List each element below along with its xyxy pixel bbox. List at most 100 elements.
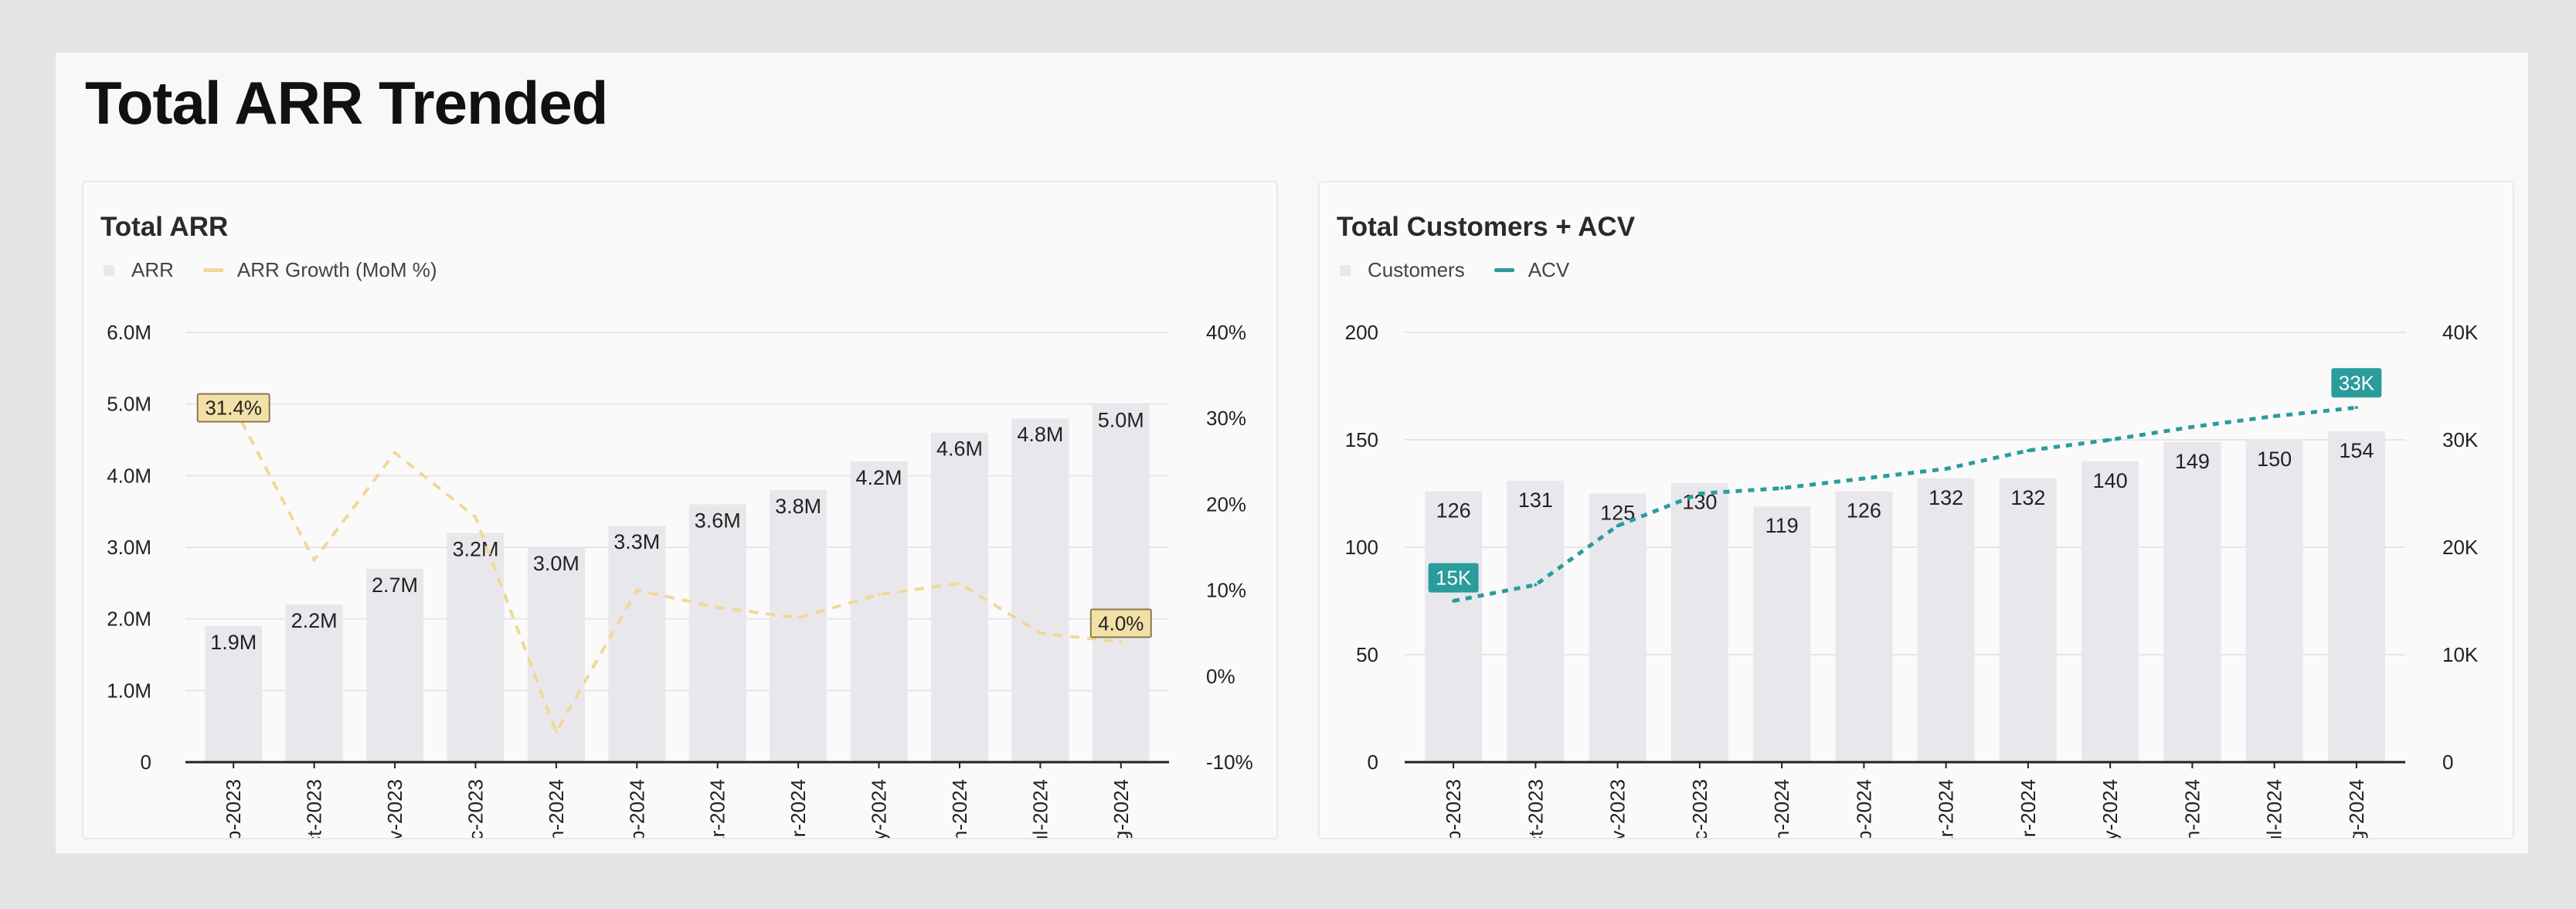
bar-value-label: 126 xyxy=(1847,499,1881,523)
chart-legend: Customers ACV xyxy=(1340,258,1599,282)
line-value-label: 4.0% xyxy=(1098,611,1144,635)
line-value-label-box xyxy=(1089,608,1152,638)
bar-value-label: 150 xyxy=(2257,448,2292,471)
x-axis-category-label: Nov-2023 xyxy=(383,779,406,838)
bar-value-label: 132 xyxy=(1929,486,1963,509)
bar xyxy=(1507,480,1565,762)
legend-item-arr-growth[interactable]: ARR Growth (MoM %) xyxy=(202,258,437,282)
bar xyxy=(205,625,263,762)
x-axis-category-label: Dec-2023 xyxy=(464,779,487,838)
y-axis-right-tick: 10% xyxy=(1206,579,1246,602)
bar-value-label: 3.8M xyxy=(775,495,821,518)
legend-item-customers[interactable]: Customers xyxy=(1340,258,1465,282)
y-axis-right-tick: 40% xyxy=(1206,321,1246,344)
legend-label: ACV xyxy=(1528,258,1570,281)
x-axis-category-label: Jul-2024 xyxy=(2263,779,2286,838)
line-point xyxy=(2190,425,2194,429)
bar xyxy=(2245,440,2303,762)
bar-value-label: 131 xyxy=(1518,489,1553,512)
x-axis-category-label: May-2024 xyxy=(868,779,891,838)
bar-value-label: 5.0M xyxy=(1098,409,1144,432)
x-axis-category-label: Feb-2024 xyxy=(625,779,648,838)
y-axis-right-tick: 30K xyxy=(2442,428,2479,451)
legend-label: ARR xyxy=(131,258,174,281)
x-axis-category-label: Sep-2023 xyxy=(222,779,245,838)
x-axis-category-label: Jan-2024 xyxy=(1770,779,1793,838)
x-axis-category-label: Jun-2024 xyxy=(948,779,971,838)
y-axis-right-tick: 0 xyxy=(2442,751,2453,774)
bar xyxy=(1589,493,1647,762)
y-axis-left-tick: 1.0M xyxy=(107,679,151,702)
y-axis-left-tick: 50 xyxy=(1356,643,1378,666)
y-axis-right-tick: -10% xyxy=(1206,751,1253,774)
y-axis-left-tick: 3.0M xyxy=(107,536,151,559)
y-axis-left-tick: 4.0M xyxy=(107,464,151,487)
bar xyxy=(285,604,343,762)
bar xyxy=(1835,491,1893,762)
y-axis-right-tick: 0% xyxy=(1206,665,1235,688)
line-point xyxy=(1698,492,1701,495)
y-axis-left-tick: 0 xyxy=(1368,751,1378,774)
y-axis-left-tick: 150 xyxy=(1345,428,1378,451)
line-point xyxy=(2354,406,2358,410)
bar xyxy=(608,526,666,762)
bar xyxy=(2163,441,2221,762)
y-axis-left-tick: 6.0M xyxy=(107,321,151,344)
chart-title: Total Customers + ACV xyxy=(1337,212,1636,242)
bar xyxy=(2082,461,2139,762)
arr-chart-svg: 0 1.0M 2.0M 3.0M 4.0M 5.0M 6.0M -10% 0% 10% 20% 30%… xyxy=(107,321,1253,838)
line-point xyxy=(1616,524,1619,528)
bar-value-label: 4.8M xyxy=(1017,423,1063,446)
x-axis-category-label: Feb-2024 xyxy=(1852,779,1875,838)
y-axis-left-tick: 0 xyxy=(141,751,151,774)
bar-value-label: 3.2M xyxy=(452,537,498,560)
customers-acv-chart-card: 0 50 100 150 200 0 10K 20K 30K 40K 126 131 125 130 119… xyxy=(1318,181,2514,839)
line-point xyxy=(1452,599,1456,603)
y-axis-left-tick: 5.0M xyxy=(107,393,151,416)
bar-value-label: 1.9M xyxy=(210,631,257,654)
x-axis-category-label: Mar-2024 xyxy=(706,779,729,838)
bar xyxy=(1011,418,1069,762)
y-axis-right-tick: 10K xyxy=(2442,643,2479,666)
bar-value-label: 132 xyxy=(2010,486,2045,509)
bar-value-label: 4.6M xyxy=(936,437,983,461)
bar xyxy=(770,489,828,762)
line-value-label-box xyxy=(196,393,270,423)
x-axis-category-label: Apr-2024 xyxy=(787,779,810,838)
line-point xyxy=(1119,640,1123,644)
line-point xyxy=(635,588,639,592)
dashboard-page: Total ARR Trended 0 1.0M 2.0M 3.0M 4.0M 5.0M 6… xyxy=(56,53,2528,853)
y-axis-left-tick: 100 xyxy=(1345,536,1378,559)
bar xyxy=(1917,478,1975,762)
arr-chart-card: 0 1.0M 2.0M 3.0M 4.0M 5.0M 6.0M -10% 0% 10% 20% 30%… xyxy=(82,181,1278,839)
legend-item-arr[interactable]: ARR xyxy=(104,258,174,282)
y-axis-right-tick: 20% xyxy=(1206,492,1246,516)
bar-value-label: 140 xyxy=(2093,469,2128,492)
bar xyxy=(447,533,505,762)
x-axis-category-label: Jan-2024 xyxy=(545,779,568,838)
page-title: Total ARR Trended xyxy=(85,69,608,137)
line-value-label: 31.4% xyxy=(205,397,262,420)
chart-legend: ARR ARR Growth (MoM %) xyxy=(104,258,466,282)
bar-value-label: 149 xyxy=(2175,450,2210,473)
x-axis-category-label: Oct-2023 xyxy=(1524,779,1547,838)
line-point xyxy=(1862,477,1866,481)
bar-value-label: 4.2M xyxy=(856,466,902,489)
bar xyxy=(527,547,585,762)
legend-swatch xyxy=(1494,268,1514,272)
bar xyxy=(1092,403,1150,762)
line-point xyxy=(2109,438,2112,441)
legend-item-acv[interactable]: ACV xyxy=(1494,258,1569,282)
bar xyxy=(2327,431,2385,762)
bar-value-label: 3.3M xyxy=(613,530,660,553)
line-point xyxy=(715,605,719,609)
x-axis-category-label: Aug-2024 xyxy=(1110,779,1133,838)
x-axis-category-label: Jun-2024 xyxy=(2180,779,2204,838)
line-point xyxy=(2026,448,2030,452)
line-point xyxy=(1780,486,1784,490)
line-value-label: 15K xyxy=(1436,567,1472,590)
bar xyxy=(850,461,908,762)
bar xyxy=(366,568,424,762)
line-value-label-box xyxy=(2331,368,2382,398)
